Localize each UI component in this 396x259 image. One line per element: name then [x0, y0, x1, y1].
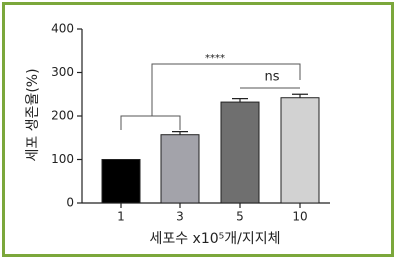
frame — [2, 2, 394, 257]
bar — [101, 159, 141, 204]
y-tick-label: 0 — [66, 196, 74, 210]
x-tick-label: 10 — [292, 210, 307, 224]
error-bar — [172, 131, 188, 135]
bar — [220, 101, 260, 204]
annotation: ns — [264, 70, 279, 85]
y-tick-label: 400 — [51, 22, 74, 36]
bracket — [120, 63, 301, 130]
x-tick-label: 1 — [117, 210, 125, 224]
y-tick-label: 200 — [51, 109, 74, 123]
x-tick-label: 5 — [236, 210, 244, 224]
error-bar — [232, 98, 248, 103]
x-tick-label: 3 — [176, 210, 184, 224]
annotation: **** — [205, 53, 225, 64]
bar — [280, 97, 320, 204]
bar — [160, 134, 200, 204]
x-axis-label: 세포수 x10⁵개/지지체 — [149, 231, 280, 247]
y-tick-label: 100 — [51, 152, 74, 166]
y-axis-label: 세포 생존율(%) — [25, 68, 41, 161]
y-tick-label: 300 — [51, 65, 74, 79]
error-bar — [292, 93, 308, 98]
